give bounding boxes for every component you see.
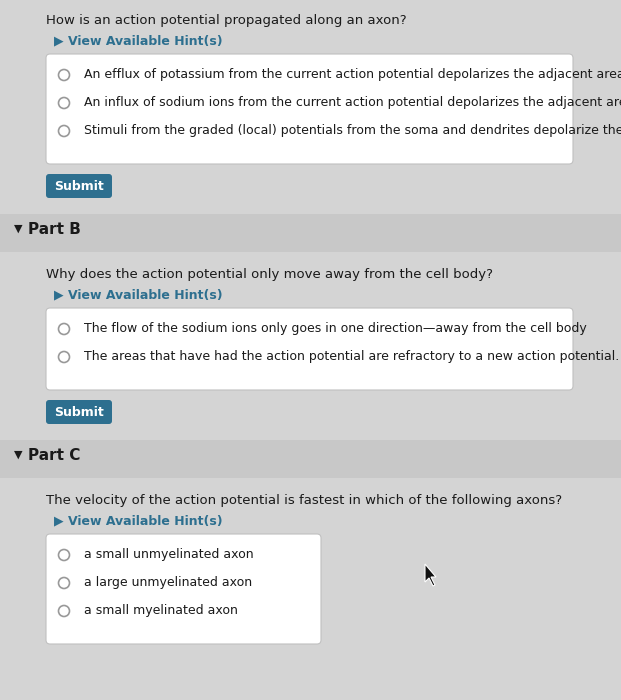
Text: a large unmyelinated axon: a large unmyelinated axon — [84, 576, 252, 589]
FancyBboxPatch shape — [46, 308, 573, 390]
FancyBboxPatch shape — [46, 400, 112, 424]
Bar — [0, 214, 621, 252]
Text: ▶ View Available Hint(s): ▶ View Available Hint(s) — [54, 288, 222, 301]
Text: An influx of sodium ions from the current action potential depolarizes the adjac: An influx of sodium ions from the curren… — [84, 96, 621, 109]
Text: Submit: Submit — [54, 407, 104, 419]
Text: ▼: ▼ — [14, 224, 22, 234]
Text: ▶ View Available Hint(s): ▶ View Available Hint(s) — [54, 514, 222, 527]
Text: An efflux of potassium from the current action potential depolarizes the adjacen: An efflux of potassium from the current … — [84, 68, 621, 81]
Text: ▼: ▼ — [14, 450, 22, 460]
Text: Submit: Submit — [54, 181, 104, 193]
Text: Why does the action potential only move away from the cell body?: Why does the action potential only move … — [46, 268, 493, 281]
FancyBboxPatch shape — [46, 54, 573, 164]
Text: a small myelinated axon: a small myelinated axon — [84, 604, 238, 617]
Text: ▶ View Available Hint(s): ▶ View Available Hint(s) — [54, 34, 222, 47]
Text: The flow of the sodium ions only goes in one direction—away from the cell body: The flow of the sodium ions only goes in… — [84, 322, 587, 335]
Polygon shape — [425, 564, 436, 586]
FancyBboxPatch shape — [46, 174, 112, 198]
Text: The velocity of the action potential is fastest in which of the following axons?: The velocity of the action potential is … — [46, 494, 562, 507]
Text: Part C: Part C — [28, 448, 80, 463]
Text: a small unmyelinated axon: a small unmyelinated axon — [84, 548, 253, 561]
FancyBboxPatch shape — [46, 534, 321, 644]
Text: How is an action potential propagated along an axon?: How is an action potential propagated al… — [46, 14, 407, 27]
Bar — [0, 440, 621, 478]
Text: Part B: Part B — [28, 222, 81, 237]
Text: Stimuli from the graded (local) potentials from the soma and dendrites depolariz: Stimuli from the graded (local) potentia… — [84, 124, 621, 137]
Text: The areas that have had the action potential are refractory to a new action pote: The areas that have had the action poten… — [84, 350, 619, 363]
